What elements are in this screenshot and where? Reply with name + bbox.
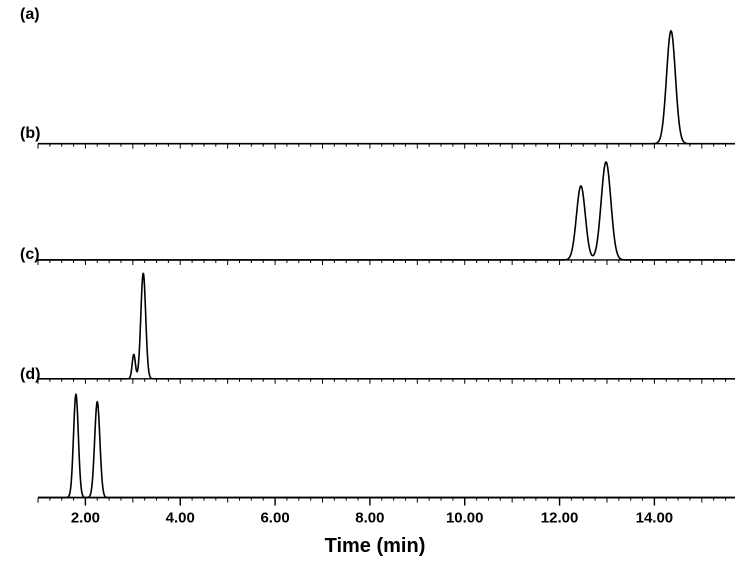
svg-text:6.00: 6.00: [260, 510, 289, 527]
svg-text:10.00: 10.00: [446, 510, 484, 527]
panel-label-a: (a): [20, 6, 40, 24]
chromatogram-svg: 2.00 4.00 6.00 8.00 10.00 12.00 14.00: [0, 0, 750, 570]
panel-label-c: (c): [20, 246, 40, 264]
svg-text:14.00: 14.00: [636, 510, 674, 527]
svg-text:2.00: 2.00: [71, 510, 100, 527]
svg-text:12.00: 12.00: [541, 510, 579, 527]
x-axis-label: Time (min): [0, 535, 750, 558]
svg-text:8.00: 8.00: [355, 510, 384, 527]
svg-text:4.00: 4.00: [166, 510, 195, 527]
chromatogram-figure: 2.004.006.008.0010.0012.0014.00 (a) (b) …: [0, 0, 750, 570]
panel-label-b: (b): [20, 125, 40, 143]
panel-label-d: (d): [20, 366, 40, 384]
